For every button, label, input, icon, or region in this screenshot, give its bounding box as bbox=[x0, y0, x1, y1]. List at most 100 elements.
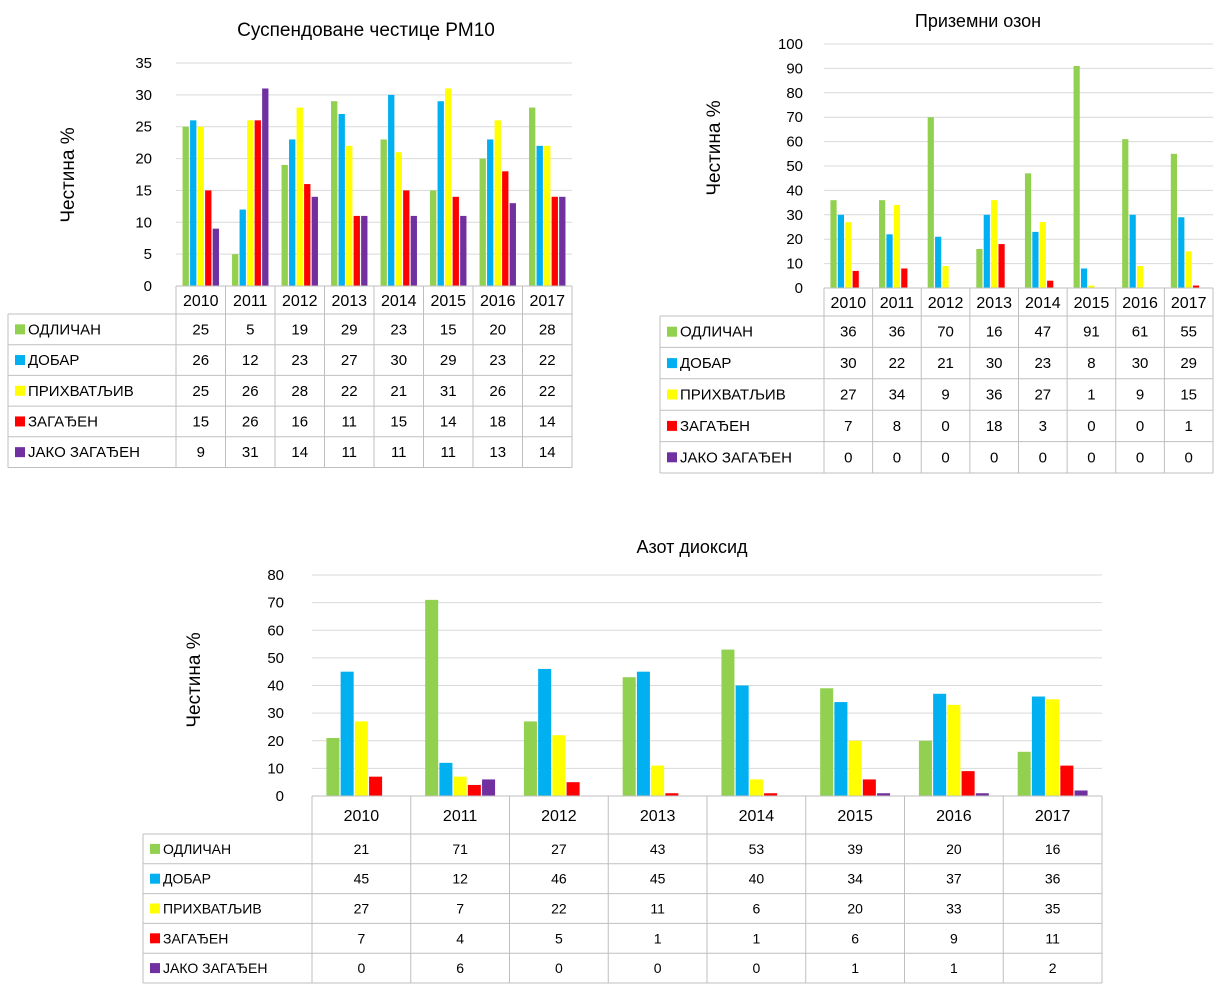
y-tick-label: 80 bbox=[267, 567, 284, 584]
bar bbox=[935, 236, 942, 288]
x-tick-label: 2011 bbox=[880, 295, 915, 312]
bar bbox=[304, 184, 311, 286]
y-tick-label: 40 bbox=[267, 678, 284, 695]
bar bbox=[852, 270, 859, 288]
data-cell: 0 bbox=[1136, 418, 1144, 435]
y-axis-label: Честина % bbox=[58, 127, 79, 222]
bar bbox=[1080, 268, 1088, 288]
data-cell: 7 bbox=[844, 418, 852, 435]
bar bbox=[622, 677, 636, 796]
x-tick-label: 2011 bbox=[443, 808, 478, 825]
data-cell: 22 bbox=[539, 383, 556, 400]
bar bbox=[942, 266, 949, 288]
bar bbox=[1088, 285, 1095, 288]
x-tick-label: 2017 bbox=[1035, 808, 1071, 825]
data-cell: 1 bbox=[654, 930, 662, 946]
data-cell: 23 bbox=[390, 321, 407, 338]
data-cell: 29 bbox=[1180, 355, 1197, 372]
data-cell: 6 bbox=[851, 930, 859, 946]
bar bbox=[848, 740, 862, 796]
legend-label: ДОБАР bbox=[680, 355, 731, 372]
bar bbox=[636, 671, 650, 796]
data-cell: 12 bbox=[242, 352, 259, 369]
legend-key bbox=[15, 385, 25, 396]
bar bbox=[837, 214, 845, 288]
legend-label: ОДЛИЧАН bbox=[28, 321, 101, 338]
y-tick-label: 70 bbox=[786, 109, 803, 126]
data-cell: 6 bbox=[752, 901, 760, 917]
bar bbox=[439, 762, 453, 796]
bar bbox=[947, 704, 961, 796]
bar bbox=[559, 196, 566, 286]
legend-label: ЗАГАЂЕН bbox=[680, 418, 750, 435]
bar bbox=[239, 209, 246, 286]
bar bbox=[1039, 222, 1046, 288]
bar bbox=[877, 793, 891, 796]
x-tick-label: 2014 bbox=[739, 808, 775, 825]
bar bbox=[296, 107, 303, 286]
x-tick-label: 2014 bbox=[1025, 295, 1061, 312]
data-cell: 27 bbox=[840, 387, 857, 404]
x-tick-label: 2013 bbox=[640, 808, 676, 825]
data-cell: 1 bbox=[851, 960, 859, 976]
legend-label: ЈАКО ЗАГАЂЕН bbox=[28, 444, 140, 461]
x-tick-label: 2015 bbox=[837, 808, 873, 825]
data-cell: 0 bbox=[752, 960, 760, 976]
x-tick-label: 2012 bbox=[928, 295, 964, 312]
data-cell: 0 bbox=[941, 449, 949, 466]
bar bbox=[749, 779, 763, 796]
bar bbox=[361, 215, 368, 286]
data-cell: 15 bbox=[1180, 387, 1197, 404]
bar bbox=[651, 765, 665, 796]
data-cell: 14 bbox=[440, 413, 457, 430]
bar bbox=[289, 139, 296, 286]
legend-label: ЗАГАЂЕН bbox=[163, 930, 228, 946]
data-cell: 16 bbox=[986, 324, 1003, 341]
data-cell: 45 bbox=[650, 871, 666, 887]
legend-key bbox=[667, 389, 677, 400]
data-cell: 28 bbox=[291, 383, 308, 400]
y-tick-label: 90 bbox=[786, 60, 803, 77]
legend-key bbox=[15, 324, 25, 335]
bar bbox=[1122, 139, 1129, 288]
data-cell: 1 bbox=[1185, 418, 1193, 435]
data-cell: 21 bbox=[390, 383, 407, 400]
y-tick-label: 25 bbox=[135, 119, 152, 136]
bar bbox=[346, 145, 353, 286]
data-cell: 8 bbox=[893, 418, 901, 435]
data-cell: 29 bbox=[341, 321, 358, 338]
bar bbox=[764, 793, 778, 796]
data-cell: 7 bbox=[456, 901, 464, 917]
bar bbox=[338, 113, 345, 286]
x-tick-label: 2015 bbox=[1074, 295, 1110, 312]
data-cell: 1 bbox=[950, 960, 958, 976]
data-cell: 18 bbox=[489, 413, 506, 430]
data-cell: 7 bbox=[357, 930, 365, 946]
bar bbox=[212, 228, 219, 286]
chart-title: Азот диоксид bbox=[636, 537, 748, 557]
data-cell: 22 bbox=[889, 355, 906, 372]
x-tick-label: 2012 bbox=[282, 293, 318, 310]
bar bbox=[1032, 231, 1039, 288]
y-tick-label: 35 bbox=[135, 55, 152, 72]
legend-label: ЗАГАЂЕН bbox=[28, 413, 98, 430]
bar bbox=[1185, 251, 1192, 288]
bar bbox=[529, 107, 536, 286]
data-cell: 22 bbox=[341, 383, 358, 400]
bar bbox=[1046, 699, 1060, 796]
data-cell: 36 bbox=[889, 324, 906, 341]
data-cell: 0 bbox=[357, 960, 365, 976]
bar bbox=[983, 214, 990, 288]
bar bbox=[933, 693, 947, 796]
data-cell: 27 bbox=[551, 841, 567, 857]
bar bbox=[830, 200, 837, 288]
x-tick-label: 2015 bbox=[430, 293, 466, 310]
y-tick-label: 10 bbox=[267, 760, 284, 777]
x-tick-label: 2010 bbox=[183, 293, 219, 310]
bar bbox=[509, 203, 516, 286]
data-cell: 0 bbox=[1185, 449, 1193, 466]
bar bbox=[927, 117, 934, 288]
data-cell: 39 bbox=[847, 841, 863, 857]
